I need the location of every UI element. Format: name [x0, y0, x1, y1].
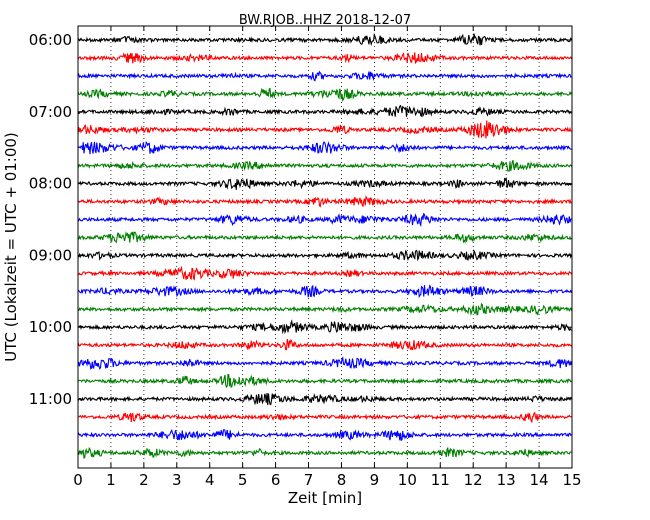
seismogram-trace	[77, 159, 572, 172]
y-tick-label: 08:00	[29, 175, 72, 193]
x-tick-label: 6	[271, 471, 281, 489]
x-axis: 0 1 2 3 4 5 6 7 8 9 10 11 12 13 14 15	[73, 26, 582, 489]
seismogram-trace	[77, 411, 572, 423]
plot-frame	[77, 25, 573, 469]
x-tick-label: 12	[464, 471, 483, 489]
seismogram-trace	[77, 319, 572, 335]
seismogram-trace	[77, 52, 573, 65]
seismogram-trace	[77, 302, 573, 317]
y-axis-label: UTC (Lokalzeit = UTC + 01:00)	[2, 132, 20, 362]
y-tick-label: 10:00	[29, 318, 72, 336]
x-tick-label: 15	[562, 471, 581, 489]
x-tick-label: 0	[73, 471, 83, 489]
seismogram-trace	[77, 338, 572, 351]
seismogram-trace	[77, 231, 572, 244]
x-tick-label: 13	[497, 471, 516, 489]
seismogram-trace	[77, 446, 572, 459]
x-tick-label: 5	[238, 471, 248, 489]
y-tick-label: 07:00	[29, 103, 72, 121]
x-tick-label: 9	[370, 471, 380, 489]
y-tick-label: 09:00	[29, 246, 72, 264]
x-tick-label: 11	[431, 471, 450, 489]
seismogram-trace	[77, 104, 572, 118]
seismogram-trace	[77, 176, 572, 190]
x-tick-label: 3	[172, 471, 182, 489]
x-tick-label: 2	[139, 471, 149, 489]
x-tick-label: 8	[337, 471, 347, 489]
seismogram-trace	[77, 70, 572, 82]
seismogram-trace	[77, 120, 572, 139]
seismogram-trace	[77, 195, 572, 208]
seismogram-trace	[77, 140, 572, 155]
seismogram-trace	[77, 356, 573, 370]
seismogram-trace	[77, 32, 572, 47]
x-axis-label: Zeit [min]	[288, 489, 362, 507]
chart-title: BW.RJOB..HHZ 2018-12-07	[239, 13, 411, 28]
seismogram-trace	[77, 248, 573, 262]
x-tick-label: 10	[398, 471, 417, 489]
y-tick-label: 06:00	[29, 31, 72, 49]
x-tick-label: 7	[304, 471, 314, 489]
seismogram-trace	[77, 373, 572, 389]
x-tick-label: 1	[106, 471, 116, 489]
seismogram-trace	[77, 429, 572, 442]
seismogram-trace	[77, 265, 573, 281]
x-tick-label: 4	[205, 471, 215, 489]
x-tick-label: 14	[530, 471, 549, 489]
seismogram-trace	[78, 284, 573, 299]
seismogram-trace	[77, 392, 572, 406]
seismogram-trace	[77, 87, 572, 102]
trace-group	[77, 32, 573, 459]
y-tick-label: 11:00	[29, 390, 72, 408]
y-axis: 06:00 07:00 08:00 09:00 10:00 11:00	[29, 31, 572, 408]
seismogram-trace	[77, 212, 572, 228]
